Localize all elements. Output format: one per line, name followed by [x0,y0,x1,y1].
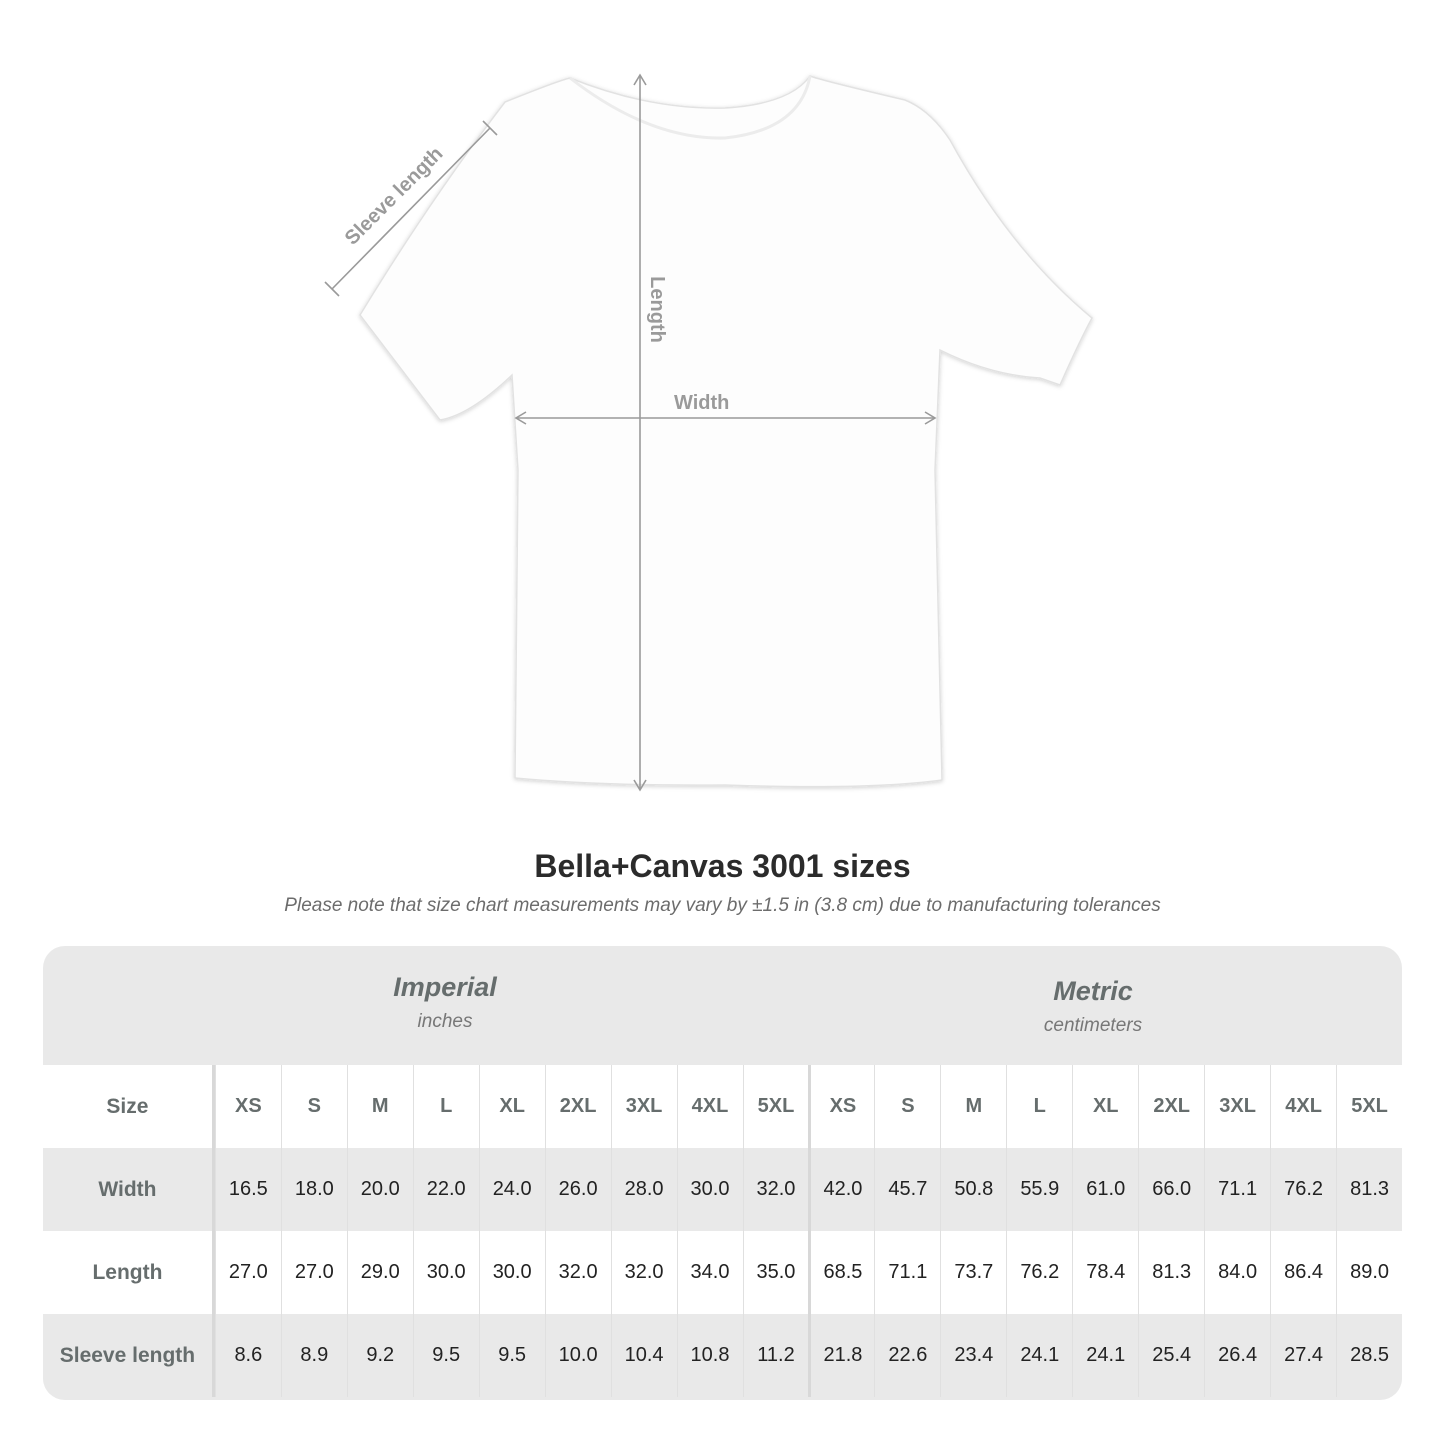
imperial-value: 11.2 [742,1314,809,1397]
imperial-value: 24.0 [478,1148,545,1231]
imperial-value: 9.5 [478,1314,545,1397]
metric-size-3xl: 3XL [1204,1065,1270,1148]
metric-value: 28.5 [1336,1314,1402,1397]
row-label: Width [43,1148,215,1231]
imperial-value: 30.0 [676,1148,743,1231]
size-label: Size [43,1065,215,1148]
imperial-size-4xl: 4XL [676,1065,743,1148]
imperial-value: 10.0 [544,1314,611,1397]
metric-value: 26.4 [1204,1314,1270,1397]
metric-value: 45.7 [874,1148,940,1231]
table-row: Sleeve length 8.6 8.9 9.2 9.5 9.5 10.0 10.4 10.8… [43,1314,1402,1397]
imperial-value: 32.0 [544,1231,611,1314]
table-row: Length 27.0 27.0 29.0 30.0 30.0 32.0 32.0 34.0 35… [43,1231,1402,1314]
metric-value: 71.1 [874,1231,940,1314]
metric-unit: centimeters [1043,1015,1143,1036]
table-row: Width 16.5 18.0 20.0 22.0 24.0 26.0 28.0 30.0 32.… [43,1148,1402,1231]
metric-size-m: M [940,1065,1006,1148]
tshirt-diagram [324,73,1093,792]
metric-value: 81.3 [1138,1231,1204,1314]
metric-value: 50.8 [940,1148,1006,1231]
size-header-row: Size XS S M L XL 2XL 3XL 4XL 5XL XS S M L XL 2XL 3XL 4XL 5… [43,1065,1402,1148]
metric-value: 71.1 [1204,1148,1270,1231]
imperial-size-5xl: 5XL [742,1065,809,1148]
metric-value: 73.7 [940,1231,1006,1314]
metric-value: 21.8 [808,1314,874,1397]
length-label: Length [645,276,668,343]
imperial-size-2xl: 2XL [544,1065,611,1148]
metric-value: 27.4 [1270,1314,1336,1397]
imperial-value: 32.0 [742,1148,809,1231]
metric-value: 24.1 [1006,1314,1072,1397]
imperial-value: 9.5 [412,1314,479,1397]
imperial-header: Imperial inches [215,972,675,1033]
metric-size-l: L [1006,1065,1072,1148]
metric-value: 76.2 [1270,1148,1336,1231]
metric-value: 55.9 [1006,1148,1072,1231]
metric-header: Metric centimeters [863,976,1323,1037]
imperial-value: 10.4 [610,1314,677,1397]
imperial-size-s: S [280,1065,347,1148]
imperial-size-xl: XL [478,1065,545,1148]
imperial-value: 10.8 [676,1314,743,1397]
metric-value: 84.0 [1204,1231,1270,1314]
metric-value: 86.4 [1270,1231,1336,1314]
imperial-value: 20.0 [346,1148,413,1231]
imperial-value: 35.0 [742,1231,809,1314]
imperial-value: 27.0 [280,1231,347,1314]
imperial-size-l: L [412,1065,479,1148]
metric-size-4xl: 4XL [1270,1065,1336,1148]
imperial-value: 32.0 [610,1231,677,1314]
imperial-value: 34.0 [676,1231,743,1314]
imperial-size-3xl: 3XL [610,1065,677,1148]
imperial-unit: inches [417,1011,473,1032]
collar [569,75,812,140]
metric-value: 23.4 [940,1314,1006,1397]
size-grid: Size XS S M L XL 2XL 3XL 4XL 5XL XS S M L XL 2XL 3XL 4XL 5… [43,1065,1402,1397]
imperial-title: Imperial [393,972,497,1002]
metric-value: 68.5 [808,1231,874,1314]
imperial-value: 30.0 [478,1231,545,1314]
metric-value: 76.2 [1006,1231,1072,1314]
metric-size-xl: XL [1072,1065,1138,1148]
metric-value: 61.0 [1072,1148,1138,1231]
metric-value: 22.6 [874,1314,940,1397]
imperial-value: 26.0 [544,1148,611,1231]
row-label: Length [43,1231,215,1314]
imperial-value: 30.0 [412,1231,479,1314]
row-label: Sleeve length [43,1314,215,1397]
imperial-value: 8.9 [280,1314,347,1397]
imperial-size-xs: XS [214,1065,281,1148]
imperial-value: 22.0 [412,1148,479,1231]
imperial-value: 9.2 [346,1314,413,1397]
imperial-value: 27.0 [214,1231,281,1314]
imperial-value: 16.5 [214,1148,281,1231]
metric-title: Metric [1053,976,1133,1006]
metric-value: 24.1 [1072,1314,1138,1397]
metric-value: 81.3 [1336,1148,1402,1231]
imperial-value: 29.0 [346,1231,413,1314]
dimension-lines [324,73,937,792]
metric-size-5xl: 5XL [1336,1065,1402,1148]
sleeve-length-line [331,127,491,290]
metric-size-s: S [874,1065,940,1148]
metric-value: 25.4 [1138,1314,1204,1397]
metric-value: 78.4 [1072,1231,1138,1314]
page-title: Bella+Canvas 3001 sizes [534,848,911,884]
metric-value: 42.0 [808,1148,874,1231]
imperial-value: 8.6 [214,1314,281,1397]
tshirt-shape [359,75,1093,788]
width-label: Width [674,392,730,414]
tolerance-note: Please note that size chart measurements… [284,895,1161,916]
metric-size-2xl: 2XL [1138,1065,1204,1148]
metric-value: 89.0 [1336,1231,1402,1314]
imperial-size-m: M [346,1065,413,1148]
imperial-value: 18.0 [280,1148,347,1231]
metric-value: 66.0 [1138,1148,1204,1231]
size-table: Imperial inches Metric centimeters Size X… [43,946,1402,1400]
metric-size-xs: XS [808,1065,874,1148]
imperial-value: 28.0 [610,1148,677,1231]
